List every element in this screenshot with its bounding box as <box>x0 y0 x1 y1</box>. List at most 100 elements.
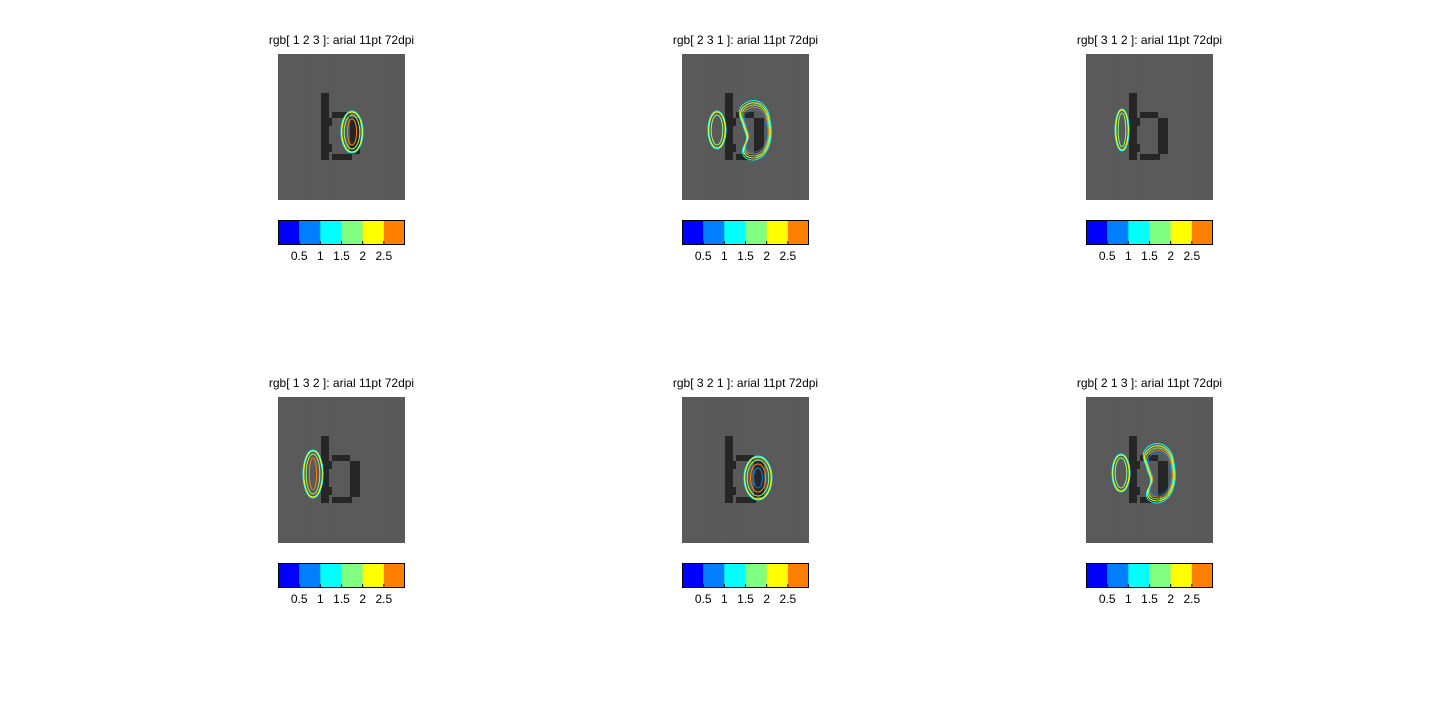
glyph-pixel-block <box>329 118 332 126</box>
subplot-title: rgb[ 2 1 3 ]: arial 11pt 72dpi <box>1076 376 1223 390</box>
image-background <box>278 397 405 543</box>
glyph-image <box>1086 397 1213 543</box>
contour-line <box>749 463 767 493</box>
colorbar-swatch <box>1149 220 1171 245</box>
colorbar-swatch <box>682 220 704 245</box>
colorbar-tick-label: 1.5 <box>737 249 754 263</box>
colorbar-swatch <box>341 563 363 588</box>
contour-line <box>303 450 323 498</box>
contour-line <box>305 453 321 495</box>
contour-line <box>741 104 770 157</box>
glyph-pixel-block <box>1137 118 1140 126</box>
colorbar-swatch <box>682 563 704 588</box>
contour-line <box>753 467 763 489</box>
contour-line <box>707 110 727 150</box>
colorbar-tick-label: 1.5 <box>737 592 754 606</box>
glyph-image <box>278 54 405 200</box>
colorbar-tick-label: 2 <box>359 592 366 606</box>
colorbar-swatch <box>787 563 809 588</box>
glyph-pixel-block <box>736 455 754 461</box>
subplot-title: rgb[ 1 3 2 ]: arial 11pt 72dpi <box>268 376 415 390</box>
glyph-pixel-block <box>733 461 736 469</box>
glyph-pixel-block <box>725 93 733 160</box>
colorbar-tick-label: 0.5 <box>290 249 308 263</box>
contour-line <box>1147 452 1172 496</box>
contour-line <box>1114 108 1130 152</box>
colorbar-tick-label: 1.5 <box>333 592 350 606</box>
glyph-pixel-block <box>736 497 756 503</box>
colorbar-swatch <box>299 220 321 245</box>
colorbar <box>682 563 809 588</box>
contour-line <box>743 455 773 501</box>
colorbar-swatch <box>1107 220 1129 245</box>
colorbar-swatch <box>703 563 725 588</box>
colorbar-tick-label: 2.5 <box>779 249 797 263</box>
colorbar <box>278 220 405 245</box>
colorbar-swatch <box>766 220 789 245</box>
subplot-title: rgb[ 3 1 2 ]: arial 11pt 72dpi <box>1076 33 1223 47</box>
glyph-pixel-block <box>1137 487 1140 495</box>
colorbar-tick-label: 2 <box>763 249 770 263</box>
contour-line <box>1115 109 1129 151</box>
colorbar-ticks: 0.5 1 1.5 2 2.5 <box>682 249 809 265</box>
contour-line <box>341 111 363 153</box>
glyph-pixel-block <box>725 436 733 503</box>
contour-line <box>744 456 772 500</box>
colorbar-tick-label: 0.5 <box>290 592 308 606</box>
contour-line <box>1144 445 1175 502</box>
colorbar-swatch <box>724 220 746 245</box>
colorbar-ticks: 0.5 1 1.5 2 2.5 <box>682 592 809 608</box>
colorbar-tick-label: 1.5 <box>1141 249 1158 263</box>
glyph-pixel-block <box>733 118 736 126</box>
glyph-pixel-block <box>733 144 736 152</box>
contour-line <box>1117 112 1127 148</box>
colorbar-tick-label: 2.5 <box>375 592 393 606</box>
colorbar <box>1086 220 1213 245</box>
colorbar-tick-label: 2 <box>1167 592 1174 606</box>
colorbar-swatch <box>320 563 342 588</box>
colorbar-swatch <box>787 220 809 245</box>
contour-line <box>308 457 318 491</box>
colorbar-swatch <box>383 563 405 588</box>
subplot-title: rgb[ 2 3 1 ]: arial 11pt 72dpi <box>672 33 819 47</box>
contour-line <box>346 118 358 146</box>
contour-line <box>743 109 768 153</box>
glyph-pixel-block <box>329 144 332 152</box>
colorbar-tick-label: 2 <box>359 249 366 263</box>
glyph-pixel-block <box>1140 112 1158 118</box>
glyph-pixel-block <box>332 455 350 461</box>
glyph-pixel-block <box>321 93 329 160</box>
colorbar-swatch <box>278 563 300 588</box>
colorbar-swatch <box>278 220 300 245</box>
colorbar-tick-label: 2.5 <box>1183 592 1201 606</box>
glyph-pixel-block <box>321 436 329 503</box>
colorbar-tick-label: 1.5 <box>333 249 350 263</box>
glyph-image <box>682 54 809 200</box>
colorbar-tick-label: 1 <box>1124 592 1132 606</box>
glyph-pixel-block <box>332 497 352 503</box>
colorbar-swatch <box>1191 220 1213 245</box>
colorbar-swatch <box>1107 563 1129 588</box>
glyph-pixel-block <box>733 487 736 495</box>
glyph-pixel-block <box>1129 93 1137 160</box>
contour-line <box>1145 447 1174 500</box>
contour-line <box>1111 453 1131 493</box>
colorbar-swatch <box>1128 220 1150 245</box>
glyph-pixel-block <box>1137 144 1140 152</box>
image-background <box>1086 54 1213 200</box>
colorbar-swatch <box>1170 220 1193 245</box>
colorbar-tick-label: 2.5 <box>375 249 393 263</box>
colorbar <box>682 220 809 245</box>
glyph-pixel-block <box>350 461 360 497</box>
colorbar-tick-label: 1 <box>316 592 324 606</box>
contour-line <box>302 449 324 499</box>
colorbar-ticks: 0.5 1 1.5 2 2.5 <box>278 592 405 608</box>
colorbar-tick-label: 2.5 <box>779 592 797 606</box>
glyph-pixel-block <box>1158 118 1168 154</box>
colorbar-swatch <box>341 220 363 245</box>
glyph-pixel-block <box>1158 461 1168 497</box>
subplot-title: rgb[ 1 2 3 ]: arial 11pt 72dpi <box>268 33 415 47</box>
colorbar-tick-label: 1 <box>720 249 728 263</box>
colorbar-swatch <box>724 563 746 588</box>
colorbar-tick-label: 2 <box>1167 249 1174 263</box>
